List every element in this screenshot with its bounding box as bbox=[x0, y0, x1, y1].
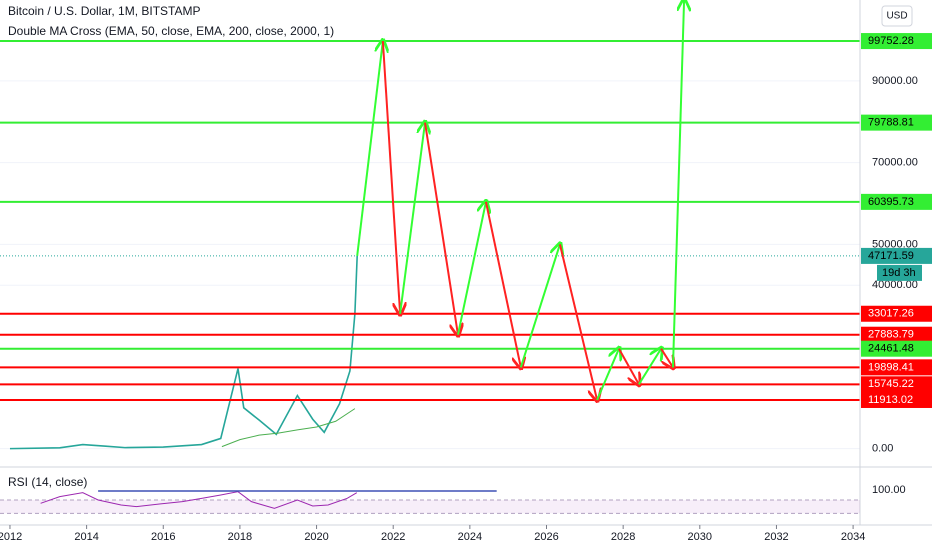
rsi-tick-label: 100.00 bbox=[872, 484, 906, 496]
countdown-box bbox=[877, 264, 922, 281]
level-label: 27883.79 bbox=[868, 329, 914, 341]
x-tick-label: 2024 bbox=[458, 531, 482, 543]
y-tick-label: 50000.00 bbox=[872, 238, 918, 250]
forecast-arrow bbox=[456, 202, 486, 335]
level-label: 33017.26 bbox=[868, 308, 914, 320]
axes: 0.00 40000.00 50000.00 70000.00 90000.00 2012… bbox=[0, 33, 932, 543]
indicator-title: Double MA Cross (EMA, 50, close, EMA, 20… bbox=[8, 24, 334, 38]
price-line bbox=[221, 408, 356, 448]
level-label-box bbox=[861, 193, 932, 210]
x-tick-label: 2012 bbox=[0, 531, 22, 543]
level-label: 19898.41 bbox=[868, 361, 914, 373]
rsi-title: RSI (14, close) bbox=[8, 475, 87, 489]
forecast-arrow bbox=[596, 349, 619, 401]
level-label-box bbox=[861, 340, 932, 357]
chart-title: Bitcoin / U.S. Dollar, 1M, BITSTAMP bbox=[8, 4, 201, 18]
level-label: 79788.81 bbox=[868, 117, 914, 129]
forecast-arrow bbox=[638, 349, 661, 385]
current-price-box bbox=[861, 247, 932, 264]
y-tick-label: 0.00 bbox=[872, 443, 893, 455]
rsi-pane bbox=[0, 490, 860, 514]
forecast-arrow bbox=[558, 244, 597, 400]
x-tick-label: 2016 bbox=[151, 531, 175, 543]
countdown-label: 19d 3h bbox=[882, 267, 916, 279]
level-label: 24461.48 bbox=[868, 343, 914, 355]
x-tick-label: 2026 bbox=[534, 531, 558, 543]
x-tick-label: 2030 bbox=[688, 531, 712, 543]
price-line bbox=[9, 255, 358, 450]
forecast-arrow bbox=[519, 244, 560, 368]
x-tick-label: 2020 bbox=[304, 531, 328, 543]
level-label-box bbox=[861, 305, 932, 322]
x-tick-label: 2028 bbox=[611, 531, 635, 543]
forecast-arrow bbox=[424, 122, 458, 335]
level-label: 15745.22 bbox=[868, 378, 914, 390]
x-tick-label: 2034 bbox=[841, 531, 865, 543]
y-tick-label: 90000.00 bbox=[872, 75, 918, 87]
level-label-box bbox=[861, 33, 932, 50]
level-label-box bbox=[861, 114, 932, 131]
currency-label: USD bbox=[886, 11, 907, 22]
forecast-arrow bbox=[399, 123, 425, 314]
current-price-label: 47171.59 bbox=[868, 250, 914, 262]
forecast-arrow bbox=[660, 348, 673, 368]
level-label-box bbox=[861, 326, 932, 343]
y-tick-label: 70000.00 bbox=[872, 157, 918, 169]
level-label: 11913.02 bbox=[868, 394, 913, 406]
level-label: 60395.73 bbox=[868, 196, 914, 208]
currency-button[interactable] bbox=[881, 5, 913, 27]
forecast-arrow bbox=[618, 348, 639, 385]
level-label-box bbox=[861, 391, 932, 408]
y-tick-label: 40000.00 bbox=[872, 279, 918, 291]
rsi-line bbox=[40, 491, 358, 509]
forecast-arrow bbox=[356, 41, 383, 257]
level-label: 99752.28 bbox=[868, 35, 914, 47]
x-tick-label: 2018 bbox=[228, 531, 252, 543]
forecast-arrow bbox=[671, 0, 684, 368]
x-tick-label: 2022 bbox=[381, 531, 405, 543]
level-label-box bbox=[861, 359, 932, 376]
x-tick-label: 2014 bbox=[74, 531, 98, 543]
forecast-arrow bbox=[484, 201, 521, 367]
forecast-arrow bbox=[381, 40, 400, 314]
x-tick-label: 2032 bbox=[764, 531, 788, 543]
level-label-box bbox=[861, 376, 932, 393]
rsi-band bbox=[0, 500, 860, 514]
main-pane bbox=[0, 0, 860, 450]
